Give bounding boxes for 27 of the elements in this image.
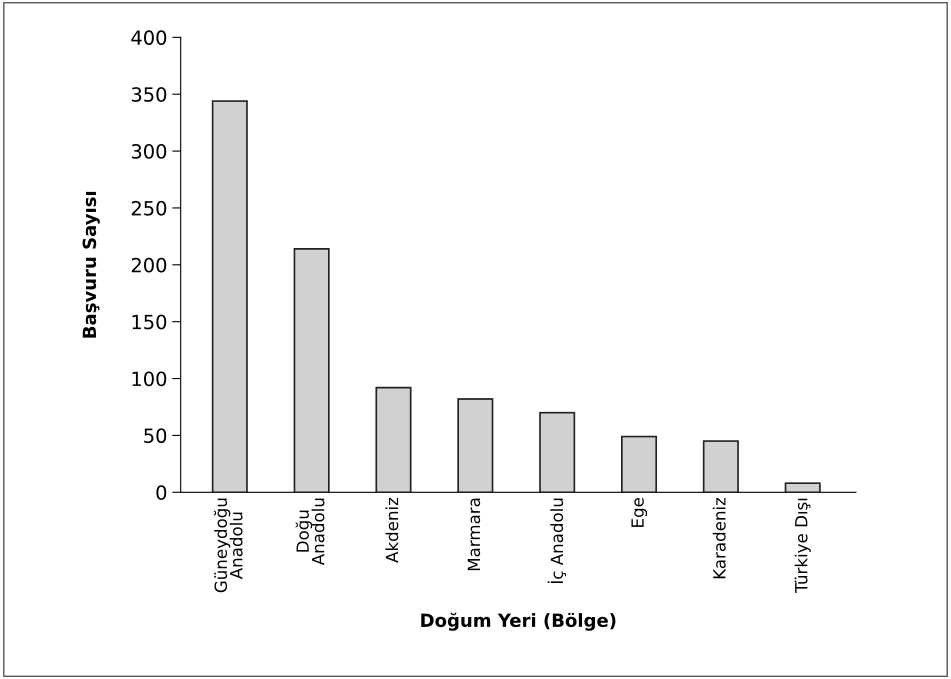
y-tick-label: 0: [156, 485, 166, 500]
x-tick-label: Doğu Anadolu: [296, 498, 324, 566]
x-tick-label: İç Anadolu: [548, 498, 566, 584]
bar: [539, 412, 576, 492]
y-tick-label: 300: [132, 144, 166, 159]
y-tick-label: 150: [132, 314, 166, 330]
x-tick-label: Güneydoğu Anadolu: [214, 498, 243, 592]
bar: [375, 386, 412, 492]
bar: [784, 482, 821, 492]
y-tick-label: 200: [132, 258, 166, 272]
bar: [457, 398, 494, 492]
x-tick-label: Türkiye Dışı: [794, 498, 811, 593]
y-tick-label: 100: [132, 372, 166, 386]
y-tick-label: 250: [132, 200, 166, 216]
x-tick-label: Karadeniz: [712, 498, 726, 578]
y-tick-label: 350: [132, 87, 166, 102]
bar: [620, 436, 658, 492]
bar: [294, 248, 330, 492]
bar: [702, 440, 739, 492]
x-axis-title: Doğum Yeri (Bölge): [421, 612, 616, 631]
x-tick-label: Ege: [631, 498, 648, 527]
bar: [212, 100, 248, 492]
x-tick-label: Akdeniz: [385, 498, 398, 563]
y-tick-label: 400: [131, 30, 166, 46]
x-tick-label: Marmara: [468, 498, 480, 570]
y-tick-label: 50: [144, 428, 166, 444]
y-axis-title: Başvuru Sayısı: [82, 192, 100, 338]
